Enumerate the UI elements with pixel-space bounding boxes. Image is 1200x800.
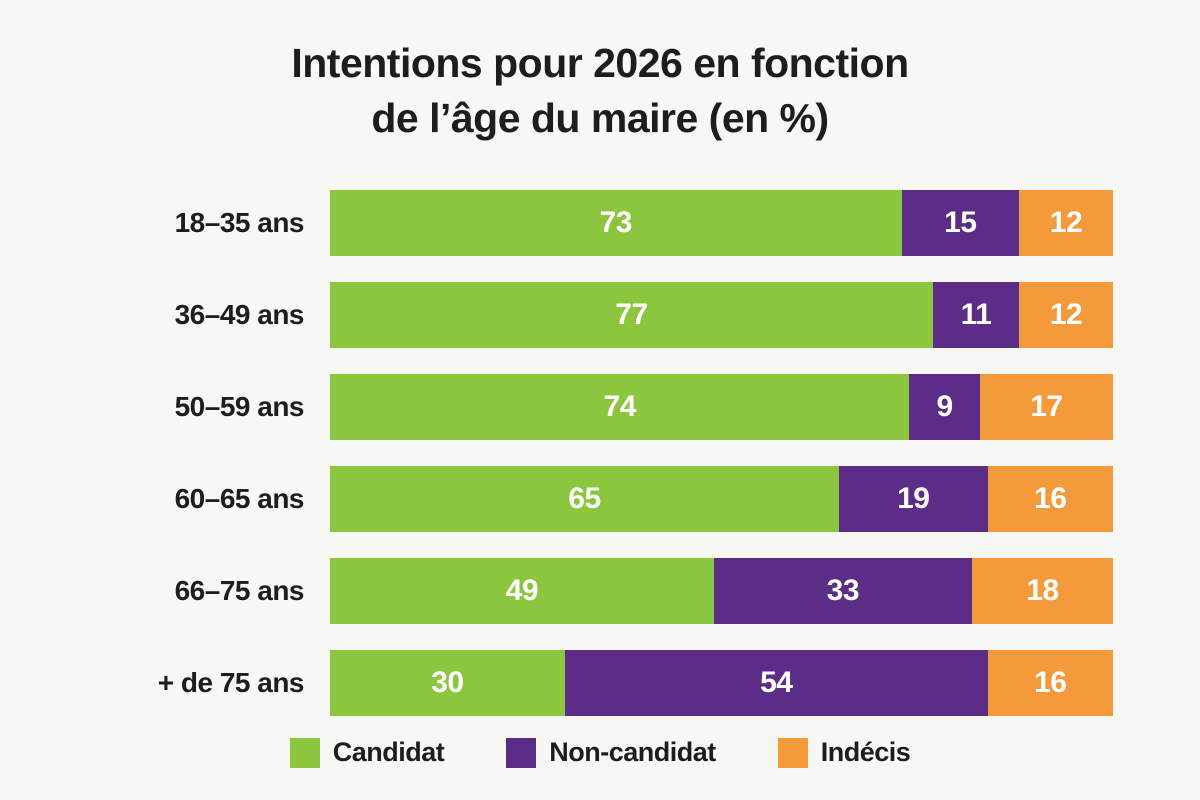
bar-segment-indecis: 18: [972, 558, 1113, 624]
value-label: 33: [826, 574, 860, 607]
bar-segment-non-candidat: 11: [932, 282, 1020, 348]
value-label: 77: [615, 298, 648, 331]
value-label: 65: [568, 482, 601, 515]
bar-segment-indecis: 12: [1019, 282, 1113, 348]
chart-title-line2: de l’âge du maire (en %): [371, 94, 829, 141]
value-label: 16: [1034, 666, 1067, 699]
legend-label: Non-candidat: [549, 737, 716, 767]
bar-segment-candidat: 49: [330, 558, 714, 624]
value-label: 19: [897, 482, 930, 515]
value-label: 12: [1049, 206, 1083, 239]
bar-segment-indecis: 16: [987, 650, 1113, 716]
category-label: 50–59 ans: [174, 391, 305, 422]
category-label: 18–35 ans: [174, 207, 305, 238]
stacked-bar: 30 54 16: [330, 650, 1113, 716]
bar-segment-indecis: 12: [1019, 190, 1113, 256]
chart-row: + de 75 ans 30 54 16: [0, 650, 1200, 716]
stacked-bar: 77 11 12: [330, 282, 1113, 348]
bar-segment-candidat: 30: [330, 650, 565, 716]
stacked-bar: 74 9 17: [330, 374, 1113, 440]
category-label: 60–65 ans: [174, 483, 305, 514]
bar-segment-non-candidat: 19: [838, 466, 988, 532]
bar-segment-candidat: 74: [330, 374, 910, 440]
bar-segment-candidat: 77: [330, 282, 933, 348]
chart-title: Intentions pour 2026 en fonction de l’âg…: [0, 36, 1200, 145]
category-label: 66–75 ans: [174, 575, 305, 606]
bar-segment-candidat: 65: [330, 466, 839, 532]
value-label: 73: [599, 206, 633, 239]
chart-row: 60–65 ans 65 19 16: [0, 466, 1200, 532]
legend-swatch-candidat: [289, 737, 320, 768]
value-label: 30: [431, 666, 464, 699]
chart-row: 50–59 ans 74 9 17: [0, 374, 1200, 440]
value-label: 15: [944, 206, 977, 239]
value-label: 11: [960, 298, 992, 331]
bar-segment-non-candidat: 33: [713, 558, 973, 624]
value-label: 9: [936, 390, 954, 423]
chart-row: 66–75 ans 49 33 18: [0, 558, 1200, 624]
legend-item-candidat: Candidat: [289, 737, 445, 768]
chart-legend: Candidat Non-candidat Indécis: [0, 737, 1200, 768]
stacked-bar: 73 15 12: [330, 190, 1113, 256]
chart-title-line1: Intentions pour 2026 en fonction: [291, 40, 909, 86]
category-label: 36–49 ans: [174, 299, 305, 330]
legend-label: Candidat: [332, 737, 445, 767]
legend-swatch-indecis: [777, 737, 808, 768]
bar-segment-indecis: 17: [979, 374, 1113, 440]
legend-item-non-candidat: Non-candidat: [506, 737, 716, 768]
stacked-bar: 49 33 18: [330, 558, 1113, 624]
bar-segment-candidat: 73: [330, 190, 902, 256]
bar-segment-non-candidat: 15: [901, 190, 1020, 256]
bar-segment-indecis: 16: [987, 466, 1113, 532]
value-label: 54: [760, 666, 793, 699]
value-label: 74: [603, 390, 637, 423]
legend-swatch-non-candidat: [506, 737, 537, 768]
value-label: 17: [1030, 390, 1063, 423]
value-label: 16: [1034, 482, 1067, 515]
bar-segment-non-candidat: 54: [564, 650, 988, 716]
value-label: 49: [505, 574, 539, 607]
legend-item-indecis: Indécis: [777, 737, 911, 768]
chart-row: 36–49 ans 77 11 12: [0, 282, 1200, 348]
chart-row: 18–35 ans 73 15 12: [0, 190, 1200, 256]
value-label: 18: [1026, 574, 1059, 607]
chart-rows: 18–35 ans 73 15 12 36–49 ans 77 11 12 50–59 ans 7…: [0, 190, 1200, 742]
bar-segment-non-candidat: 9: [909, 374, 980, 440]
value-label: 12: [1049, 298, 1083, 331]
category-label: + de 75 ans: [157, 667, 305, 698]
stacked-bar: 65 19 16: [330, 466, 1113, 532]
legend-label: Indécis: [820, 737, 911, 767]
